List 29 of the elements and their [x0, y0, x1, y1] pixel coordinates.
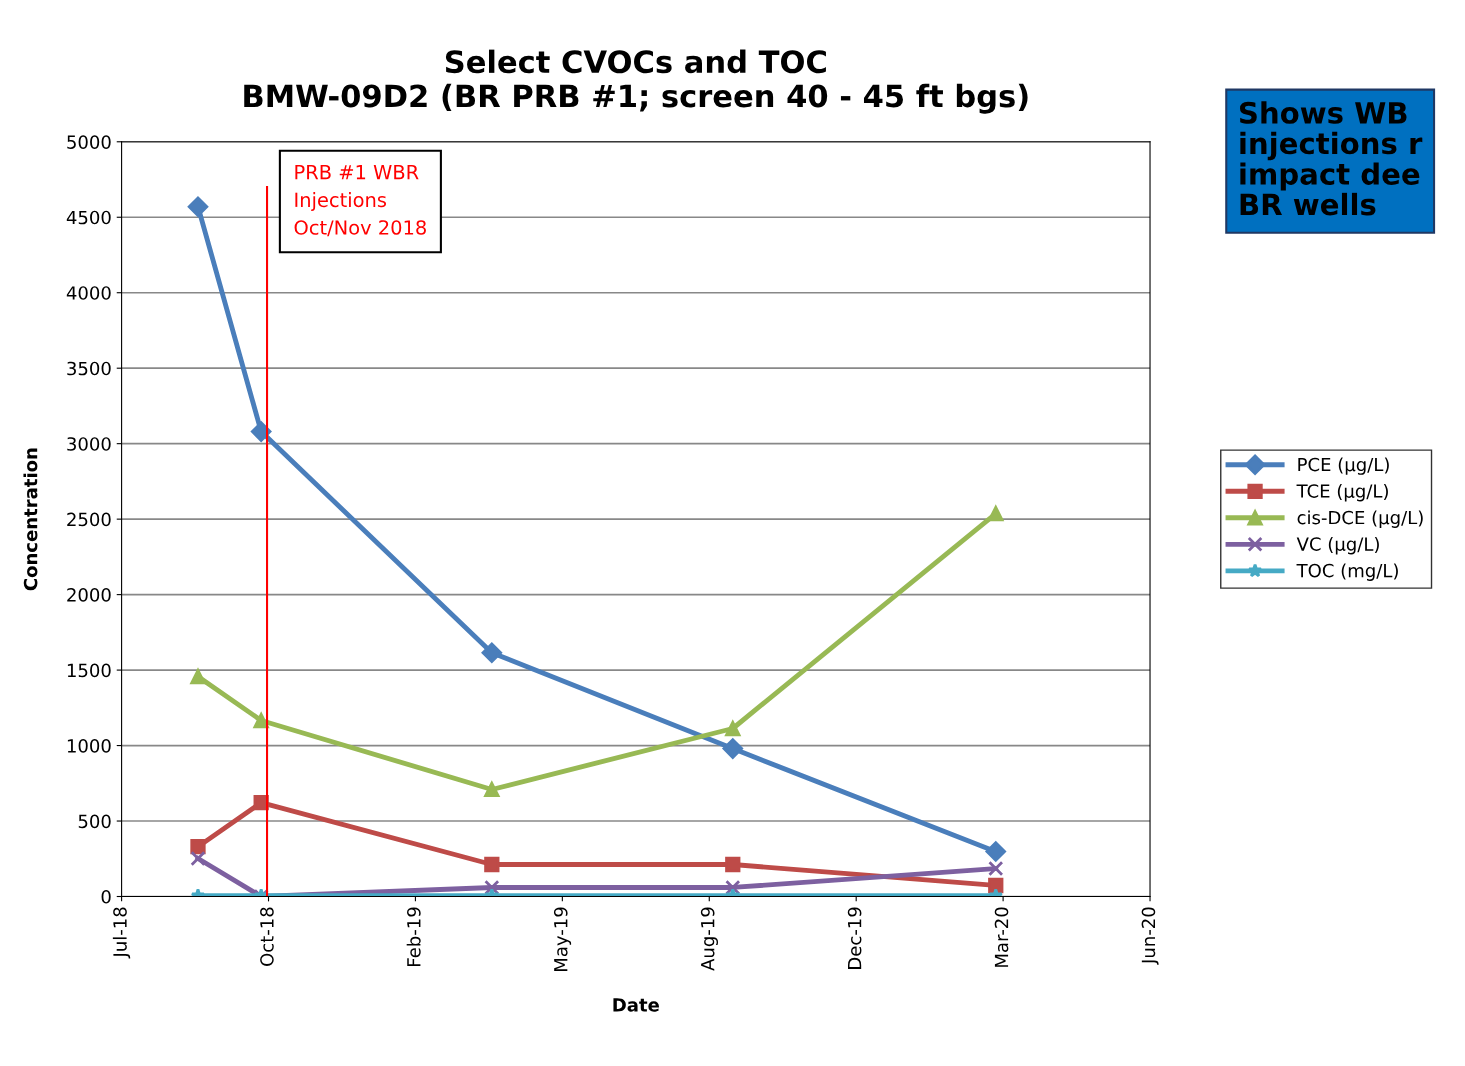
x-tick-label: Jul-18: [112, 907, 131, 959]
x-tick-label: Dec-19: [847, 907, 862, 969]
ref-line-label: PRB #1 WBR Injections Oct/Nov 2018: [294, 165, 426, 237]
x-axis-title: Date: [613, 998, 659, 1012]
y-tick-label: 5000: [67, 135, 111, 149]
chart-title: Select CVOCs and TOC BMW-09D2 (BR PRB #1; screen 40 - 45 ft bgs): [244, 49, 1028, 114]
y-tick-label: 4000: [66, 286, 111, 300]
y-tick-label: 2500: [67, 512, 111, 527]
legend-label: VC (µg/L): [1296, 536, 1379, 555]
text: Shows WB injections r impact dee BR wells: [1240, 101, 1423, 216]
y-tick-label: 500: [78, 814, 111, 829]
legend-label: PCE (µg/L): [1298, 457, 1389, 475]
y-tick-label: 3000: [67, 437, 111, 451]
y-tick-label: 3500: [67, 361, 111, 376]
y-tick-label: 1000: [67, 739, 111, 753]
y-tick-label: 0: [101, 889, 111, 904]
legend-label: TOC (mg/L): [1296, 563, 1398, 581]
x-tick-label: Aug-19: [700, 907, 719, 971]
legend-label: cis-DCE (µg/L): [1297, 510, 1423, 528]
x-tick-label: Oct-18: [260, 907, 274, 966]
legend-label: TCE (µg/L): [1296, 483, 1388, 502]
x-tick-label: Jun-20: [1141, 907, 1159, 965]
x-tick-label: May-19: [553, 907, 572, 971]
y-axis-title: Concentration: [23, 448, 38, 591]
x-tick-label: Feb-19: [406, 907, 421, 966]
y-tick-label: 1500: [67, 663, 111, 678]
y-tick-label: 4500: [66, 210, 111, 225]
x-tick-label: Mar-20: [994, 907, 1009, 967]
y-tick-label: 2000: [67, 588, 111, 602]
